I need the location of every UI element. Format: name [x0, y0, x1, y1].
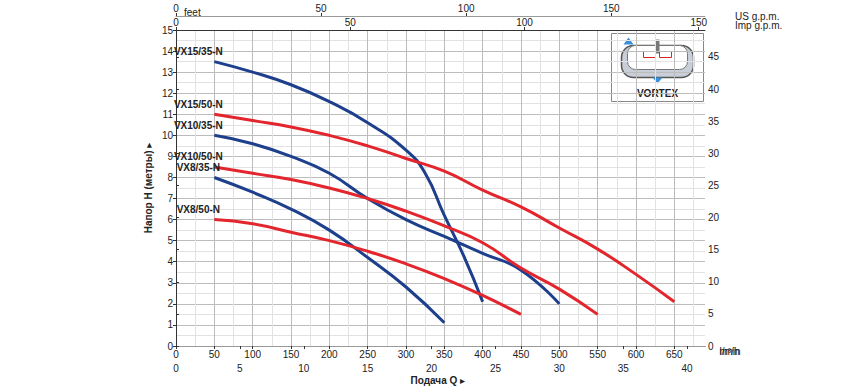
svg-text:0: 0 [167, 340, 173, 352]
svg-text:VX15/35-N: VX15/35-N [174, 46, 223, 57]
svg-text:8: 8 [167, 172, 173, 183]
svg-text:0: 0 [173, 17, 179, 28]
svg-text:30: 30 [554, 363, 566, 374]
svg-text:600: 600 [628, 349, 645, 360]
svg-text:300: 300 [398, 349, 415, 360]
svg-text:20: 20 [708, 212, 720, 223]
svg-text:50: 50 [316, 3, 328, 14]
svg-text:5: 5 [708, 308, 714, 319]
svg-text:4: 4 [167, 256, 173, 267]
svg-text:VX15/50-N: VX15/50-N [174, 99, 223, 110]
svg-text:7: 7 [167, 193, 173, 204]
svg-text:100: 100 [244, 349, 261, 360]
svg-text:9: 9 [167, 151, 173, 162]
svg-text:10: 10 [708, 276, 720, 287]
svg-text:Подача Q ▸: Подача Q ▸ [411, 375, 466, 386]
svg-text:100: 100 [516, 17, 533, 28]
svg-text:1: 1 [167, 319, 173, 330]
svg-text:500: 500 [551, 349, 568, 360]
svg-text:0: 0 [173, 349, 179, 360]
svg-text:10: 10 [298, 363, 310, 374]
svg-text:2: 2 [167, 298, 173, 309]
svg-text:l/min: l/min [719, 346, 740, 357]
svg-text:250: 250 [359, 349, 376, 360]
svg-text:VX10/35-N: VX10/35-N [174, 120, 223, 131]
svg-text:40: 40 [682, 363, 694, 374]
svg-text:150: 150 [603, 3, 620, 14]
svg-text:150: 150 [690, 17, 707, 28]
svg-text:VX8/35-N: VX8/35-N [177, 162, 220, 173]
svg-text:Напор H (метры) ▸: Напор H (метры) ▸ [143, 143, 154, 234]
svg-text:15: 15 [162, 25, 174, 36]
svg-text:10: 10 [162, 130, 174, 141]
svg-text:13: 13 [162, 67, 174, 78]
svg-text:0: 0 [708, 341, 714, 352]
svg-text:150: 150 [283, 349, 300, 360]
svg-text:650: 650 [666, 349, 683, 360]
svg-text:200: 200 [321, 349, 338, 360]
svg-text:12: 12 [162, 88, 174, 99]
svg-text:25: 25 [490, 363, 502, 374]
svg-text:40: 40 [708, 84, 720, 95]
svg-text:m³/h: m³/h [719, 346, 739, 357]
svg-text:0: 0 [173, 363, 179, 374]
svg-text:14: 14 [162, 46, 174, 57]
svg-text:15: 15 [362, 363, 374, 374]
svg-text:550: 550 [589, 349, 606, 360]
svg-text:50: 50 [345, 17, 357, 28]
svg-text:feet: feet [184, 7, 201, 18]
svg-text:Imp g.p.m.: Imp g.p.m. [735, 20, 782, 31]
svg-text:100: 100 [458, 3, 475, 14]
svg-text:11: 11 [163, 109, 174, 120]
svg-text:5: 5 [237, 363, 243, 374]
svg-text:25: 25 [708, 180, 720, 191]
svg-text:35: 35 [708, 116, 720, 127]
svg-text:50: 50 [209, 349, 221, 360]
svg-text:30: 30 [708, 148, 720, 159]
svg-text:35: 35 [618, 363, 630, 374]
svg-text:0: 0 [173, 3, 179, 14]
svg-text:VX8/50-N: VX8/50-N [177, 204, 220, 215]
svg-text:45: 45 [708, 51, 720, 62]
svg-text:20: 20 [426, 363, 438, 374]
svg-text:15: 15 [708, 244, 720, 255]
svg-text:350: 350 [436, 349, 453, 360]
svg-text:VORTEX: VORTEX [636, 88, 679, 99]
svg-text:6: 6 [167, 214, 173, 225]
svg-text:400: 400 [474, 349, 491, 360]
svg-text:450: 450 [513, 349, 530, 360]
svg-text:US g.p.m.: US g.p.m. [735, 10, 780, 22]
svg-text:VX10/50-N: VX10/50-N [174, 151, 223, 162]
svg-text:3: 3 [167, 277, 173, 288]
svg-text:5: 5 [167, 235, 173, 246]
